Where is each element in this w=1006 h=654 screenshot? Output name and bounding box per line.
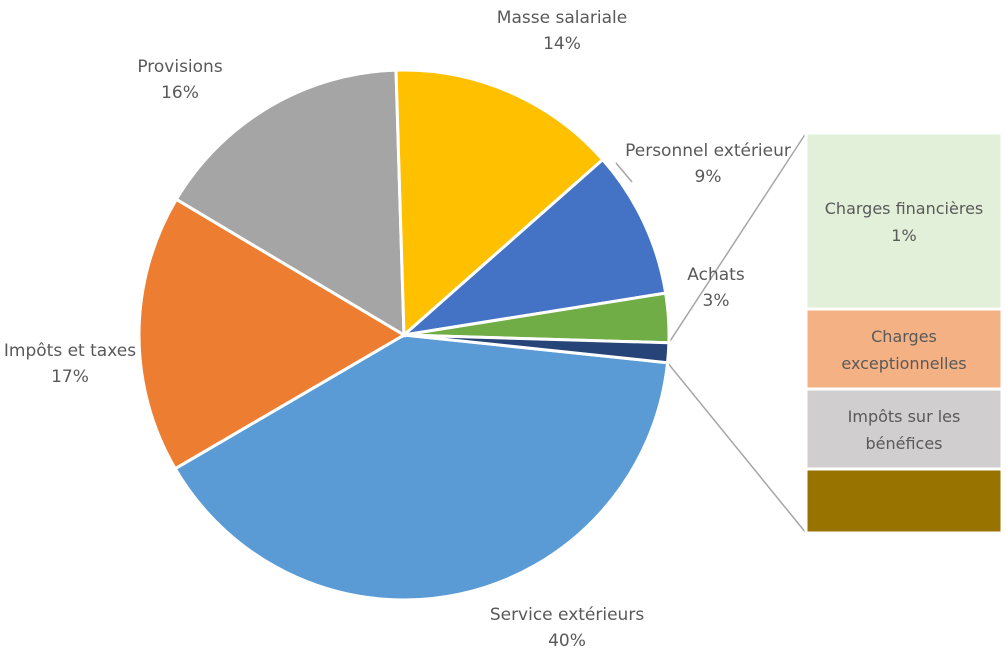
leader-line-personnel-exterieur xyxy=(615,162,633,183)
slice-label-personnel-exterieur: Personnel extérieur 9% xyxy=(625,141,791,187)
pie-slice-provisions xyxy=(174,68,406,338)
slice-label-provisions: Provisions 16% xyxy=(137,57,223,103)
connector-lines xyxy=(615,132,807,534)
slice-label-service-exterieurs: Service extérieurs 40% xyxy=(490,605,645,651)
pie-slice-service-exterieurs xyxy=(173,333,670,602)
pie-slice-personnel-exterieur xyxy=(399,157,668,338)
pie-slice-masse-salariale xyxy=(394,68,605,339)
slice-label-achats: Achats 3% xyxy=(687,265,745,311)
breakdown-segment-4 xyxy=(804,467,1004,535)
pie-slice-other xyxy=(403,333,671,365)
breakdown-segment-3 xyxy=(804,387,1004,471)
breakdown-label-1: Charges financières 1% xyxy=(825,199,984,245)
slice-labels: Service extérieurs 40% Impôts et taxes 17% P… xyxy=(4,8,983,651)
connector-line-bottom xyxy=(666,362,807,534)
breakdown-label-3: Impôts sur les bénéfices xyxy=(848,407,961,453)
breakdown-segment-2 xyxy=(804,307,1004,391)
connector-line-top xyxy=(668,132,807,344)
pie-slice-impots-et-taxes xyxy=(137,197,407,471)
pie-slices xyxy=(137,68,671,602)
slice-label-impots-et-taxes: Impôts et taxes 17% xyxy=(4,341,136,387)
breakdown-label-2: Charges exceptionnelles xyxy=(841,327,966,373)
slice-label-masse-salariale: Masse salariale 14% xyxy=(497,8,627,54)
breakdown-bar xyxy=(804,131,1004,535)
breakdown-segment-1 xyxy=(804,131,1004,311)
